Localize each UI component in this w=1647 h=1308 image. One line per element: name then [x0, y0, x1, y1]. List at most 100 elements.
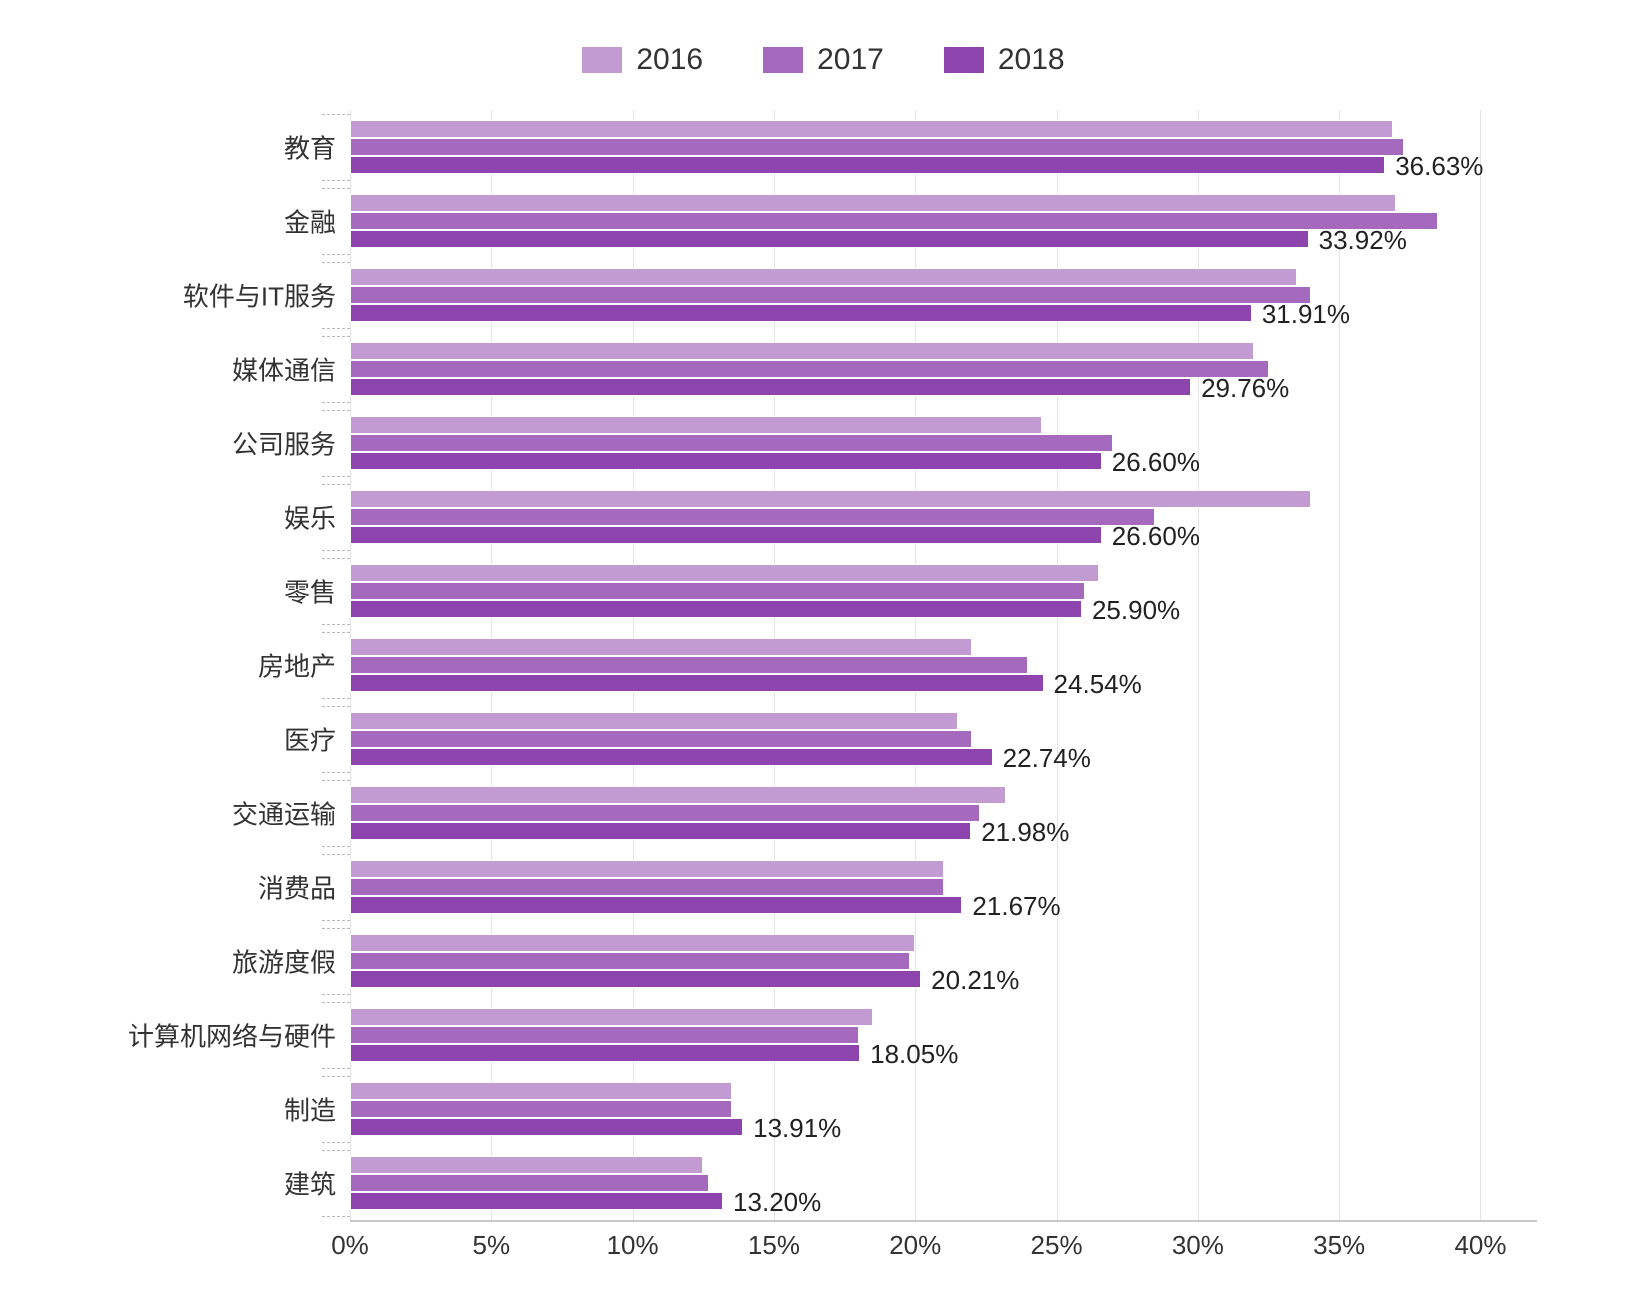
category-tick [322, 1002, 350, 1003]
category-tick [322, 484, 350, 485]
value-label: 26.60% [1112, 521, 1200, 552]
bar [350, 490, 1311, 508]
category-tick [322, 402, 350, 403]
bar [350, 1082, 732, 1100]
legend-label: 2018 [998, 43, 1065, 77]
x-axis-tick-label: 40% [1454, 1230, 1506, 1261]
value-label: 20.21% [931, 965, 1019, 996]
bar [350, 638, 972, 656]
bar [350, 656, 1028, 674]
category-tick [322, 772, 350, 773]
category-tick [322, 328, 350, 329]
bar [350, 952, 910, 970]
bar [350, 1156, 703, 1174]
bar [350, 600, 1082, 618]
category-tick [322, 632, 350, 633]
category-tick [322, 1076, 350, 1077]
bar [350, 822, 971, 840]
bar [350, 1044, 860, 1062]
x-axis-baseline [350, 1220, 1537, 1222]
category-group: 娱乐26.60% [350, 480, 1537, 554]
category-label: 计算机网络与硬件 [128, 1017, 350, 1054]
value-label: 29.76% [1201, 373, 1289, 404]
legend-item: 2018 [944, 43, 1065, 77]
bar [350, 194, 1396, 212]
bar [350, 674, 1044, 692]
category-tick [322, 854, 350, 855]
category-label: 房地产 [258, 647, 350, 684]
category-group: 公司服务26.60% [350, 406, 1537, 480]
category-label: 金融 [284, 203, 350, 240]
bar [350, 120, 1393, 138]
category-tick [322, 1068, 350, 1069]
bar [350, 730, 972, 748]
bar [350, 360, 1269, 378]
legend-swatch [944, 47, 984, 73]
bar [350, 526, 1102, 544]
value-label: 21.67% [972, 891, 1060, 922]
bar [350, 138, 1404, 156]
x-axis-tick-label: 5% [473, 1230, 511, 1261]
category-tick [322, 114, 350, 115]
category-tick [322, 188, 350, 189]
category-group: 零售25.90% [350, 554, 1537, 628]
category-group: 计算机网络与硬件18.05% [350, 998, 1537, 1072]
x-axis-tick-label: 10% [607, 1230, 659, 1261]
x-axis-labels: 0%5%10%15%20%25%30%35%40% [350, 1230, 1537, 1270]
category-tick [322, 846, 350, 847]
bar [350, 712, 958, 730]
value-label: 26.60% [1112, 447, 1200, 478]
category-tick [322, 1150, 350, 1151]
category-tick [322, 254, 350, 255]
legend-label: 2017 [817, 43, 884, 77]
category-label: 零售 [284, 573, 350, 610]
bar [350, 268, 1297, 286]
category-label: 娱乐 [284, 499, 350, 536]
category-group: 建筑13.20% [350, 1146, 1537, 1220]
category-label: 媒体通信 [232, 351, 350, 388]
bar [350, 452, 1102, 470]
x-axis-tick-label: 35% [1313, 1230, 1365, 1261]
category-label: 教育 [284, 129, 350, 166]
category-label: 交通运输 [232, 795, 350, 832]
category-tick [322, 994, 350, 995]
bar [350, 1008, 873, 1026]
bar [350, 304, 1252, 322]
category-label: 建筑 [284, 1165, 350, 1202]
bar [350, 804, 980, 822]
category-label: 公司服务 [232, 425, 350, 462]
bar [350, 416, 1042, 434]
category-group: 医疗22.74% [350, 702, 1537, 776]
value-label: 21.98% [981, 817, 1069, 848]
category-tick [322, 920, 350, 921]
x-axis-tick-label: 20% [889, 1230, 941, 1261]
bar [350, 786, 1006, 804]
category-tick [322, 706, 350, 707]
value-label: 13.20% [733, 1187, 821, 1218]
value-label: 33.92% [1319, 225, 1407, 256]
bar [350, 970, 921, 988]
category-tick [322, 558, 350, 559]
bar [350, 582, 1085, 600]
category-label: 软件与IT服务 [183, 277, 350, 314]
x-axis-tick-label: 30% [1172, 1230, 1224, 1261]
category-group: 消费品21.67% [350, 850, 1537, 924]
category-tick [322, 476, 350, 477]
bar [350, 878, 944, 896]
category-label: 旅游度假 [232, 943, 350, 980]
category-tick [322, 1216, 350, 1217]
bar [350, 896, 962, 914]
legend-swatch [763, 47, 803, 73]
chart-legend: 2016 2017 2018 [0, 0, 1647, 100]
bar [350, 1118, 743, 1136]
bar [350, 860, 944, 878]
legend-swatch [582, 47, 622, 73]
bar [350, 1100, 732, 1118]
legend-label: 2016 [636, 43, 703, 77]
category-group: 房地产24.54% [350, 628, 1537, 702]
category-tick [322, 928, 350, 929]
bar [350, 286, 1311, 304]
category-tick [322, 780, 350, 781]
category-tick [322, 410, 350, 411]
bar [350, 508, 1155, 526]
